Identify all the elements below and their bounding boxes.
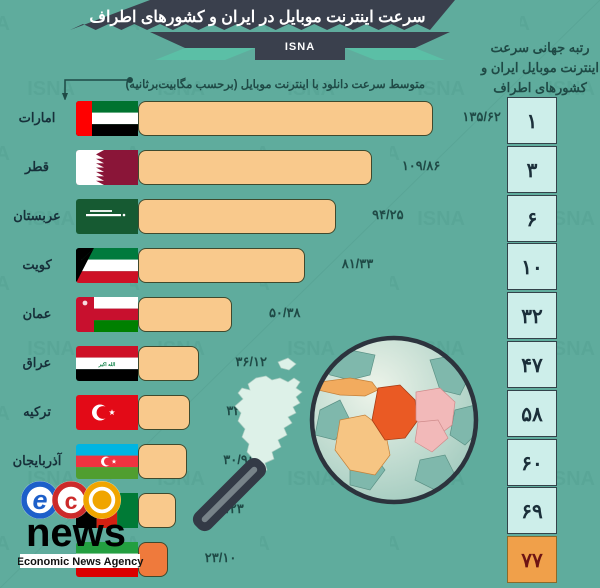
svg-text:Economic News Agency: Economic News Agency — [18, 556, 144, 568]
svg-text:news: news — [26, 511, 126, 555]
